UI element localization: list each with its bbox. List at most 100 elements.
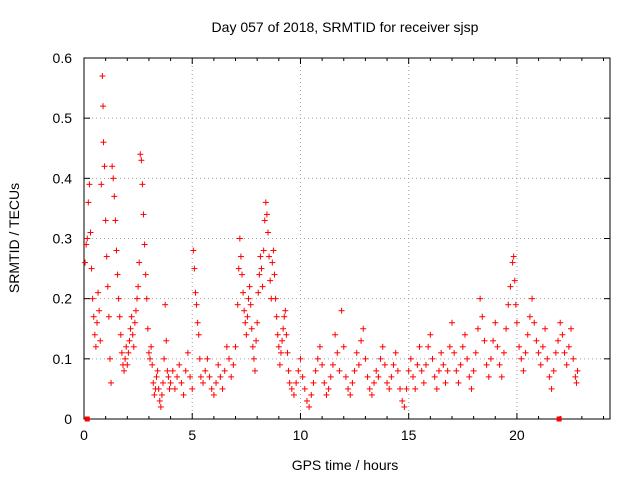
data-point: [101, 163, 108, 170]
data-point: [386, 385, 393, 392]
data-point: [429, 355, 436, 362]
data-point: [247, 301, 254, 308]
data-point: [180, 391, 187, 398]
data-point: [455, 379, 462, 386]
data-point: [332, 331, 339, 338]
data-point: [154, 367, 161, 374]
data-point: [533, 337, 540, 344]
data-point: [425, 343, 432, 350]
data-point: [371, 379, 378, 386]
data-point: [520, 367, 527, 374]
data-point: [113, 247, 120, 254]
data-point: [573, 379, 580, 386]
data-point: [485, 373, 492, 380]
data-point: [112, 217, 119, 224]
data-point: [394, 367, 401, 374]
data-point: [230, 361, 237, 368]
data-point: [104, 283, 111, 290]
data-point: [453, 367, 460, 374]
data-point: [418, 367, 425, 374]
data-point: [153, 373, 160, 380]
x-tick-label: 15: [401, 427, 417, 443]
data-point: [550, 367, 557, 374]
data-point: [364, 373, 371, 380]
data-point: [100, 103, 107, 110]
data-point: [253, 337, 260, 344]
data-point: [137, 151, 144, 158]
data-point: [351, 367, 358, 374]
data-point: [116, 313, 123, 320]
data-point: [92, 343, 99, 350]
data-point: [89, 295, 96, 302]
data-point: [405, 367, 412, 374]
data-point: [483, 361, 490, 368]
data-point: [297, 355, 304, 362]
data-point: [164, 367, 171, 374]
data-point: [262, 199, 269, 206]
data-point: [151, 391, 158, 398]
data-point: [160, 379, 167, 386]
data-point: [285, 367, 292, 374]
data-point: [248, 325, 255, 332]
data-point: [433, 385, 440, 392]
y-tick-label: 0.4: [53, 170, 73, 186]
data-point: [306, 403, 313, 410]
data-point: [329, 361, 336, 368]
data-point: [283, 331, 290, 338]
data-point: [539, 343, 546, 350]
data-point: [106, 355, 113, 362]
data-point: [513, 319, 520, 326]
data-point: [255, 289, 262, 296]
data-point: [358, 337, 365, 344]
data-point: [375, 373, 382, 380]
data-point: [139, 181, 146, 188]
data-point: [535, 349, 542, 356]
data-point: [565, 343, 572, 350]
data-point: [223, 343, 230, 350]
data-point: [377, 355, 384, 362]
y-tick-label: 0.5: [53, 110, 73, 126]
data-point: [96, 307, 103, 314]
data-point: [228, 373, 235, 380]
data-point: [206, 373, 213, 380]
data-point: [342, 373, 349, 380]
data-point: [83, 241, 90, 248]
x-tick-label: 20: [509, 427, 525, 443]
data-point: [500, 349, 507, 356]
data-point: [237, 253, 244, 260]
data-point: [95, 289, 102, 296]
data-point: [299, 373, 306, 380]
data-point: [325, 385, 332, 392]
data-point: [187, 373, 194, 380]
data-point: [275, 343, 282, 350]
data-point: [282, 307, 289, 314]
data-point: [191, 265, 198, 272]
data-point: [544, 355, 551, 362]
data-point: [244, 313, 251, 320]
data-point: [368, 391, 375, 398]
data-point: [412, 385, 419, 392]
data-point: [556, 416, 562, 422]
data-point: [182, 367, 189, 374]
data-point: [349, 379, 356, 386]
data-point: [314, 355, 321, 362]
data-point: [345, 385, 352, 392]
data-point: [279, 337, 286, 344]
data-point: [259, 283, 266, 290]
data-point: [138, 157, 145, 164]
data-point: [178, 379, 185, 386]
data-point: [193, 301, 200, 308]
data-point: [194, 319, 201, 326]
data-point: [431, 373, 438, 380]
chart-title: Day 057 of 2018, SRMTID for receiver sjs…: [212, 19, 479, 35]
data-point: [451, 349, 458, 356]
data-point: [390, 361, 397, 368]
data-point: [245, 295, 252, 302]
data-point: [546, 373, 553, 380]
data-point: [118, 349, 125, 356]
data-point: [254, 319, 261, 326]
data-point: [272, 295, 279, 302]
data-point: [134, 295, 141, 302]
data-points: [82, 73, 581, 422]
